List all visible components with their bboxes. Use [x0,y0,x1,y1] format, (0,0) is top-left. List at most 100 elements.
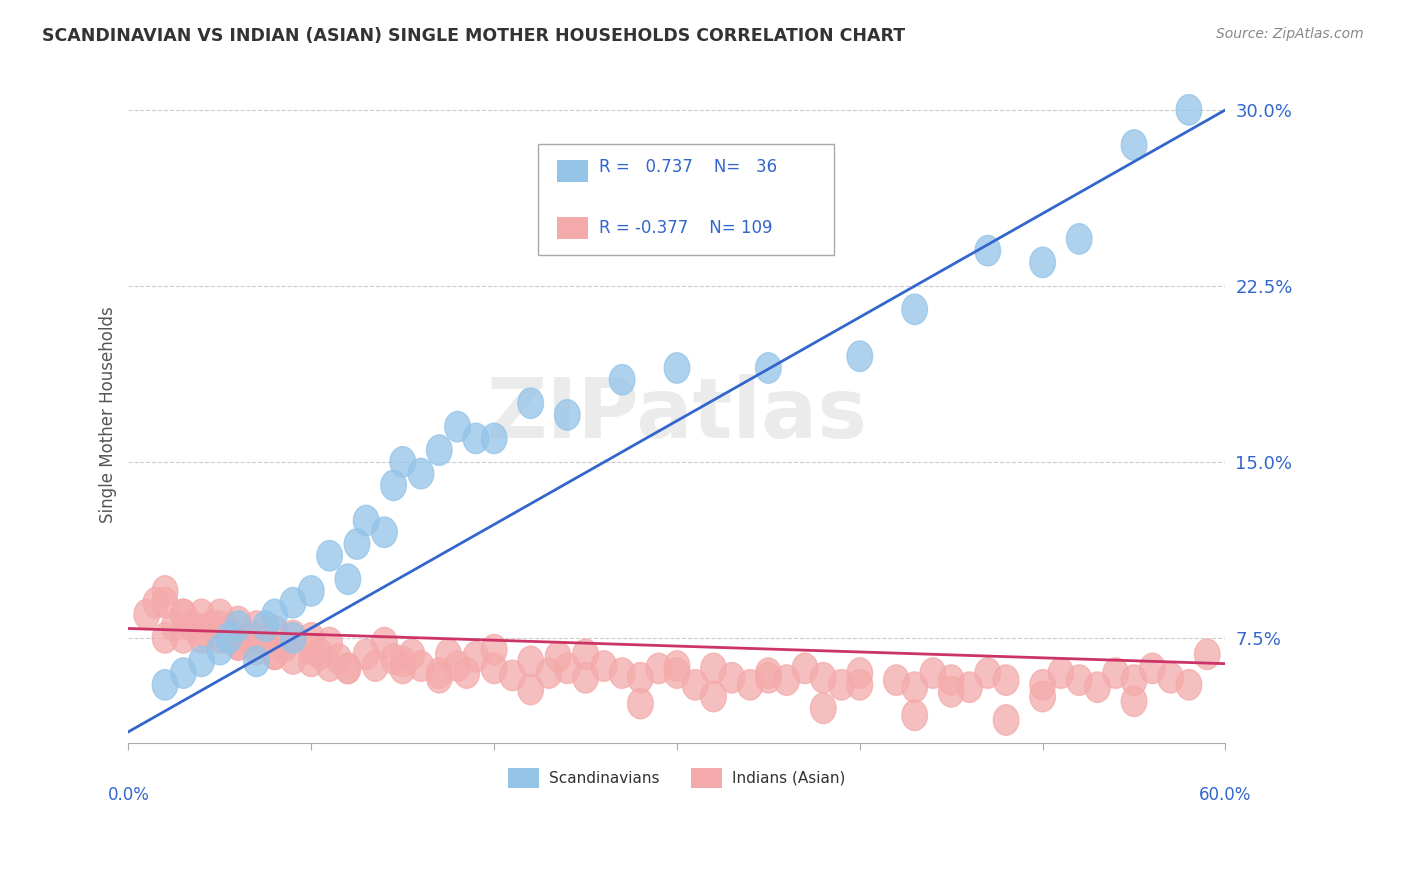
Ellipse shape [1121,129,1147,161]
Ellipse shape [271,632,297,663]
Ellipse shape [262,615,288,646]
Ellipse shape [353,639,380,670]
Ellipse shape [536,657,562,689]
Ellipse shape [572,639,599,670]
Ellipse shape [846,341,873,371]
Ellipse shape [363,651,388,681]
Ellipse shape [207,634,232,665]
Ellipse shape [627,689,654,719]
Ellipse shape [682,670,709,700]
Ellipse shape [298,646,325,677]
Ellipse shape [664,657,690,689]
Ellipse shape [225,630,250,660]
Ellipse shape [170,657,195,689]
Ellipse shape [280,620,307,651]
Ellipse shape [207,623,232,653]
Ellipse shape [298,634,325,665]
Ellipse shape [316,651,343,681]
Ellipse shape [1029,670,1056,700]
Ellipse shape [335,564,361,594]
Ellipse shape [444,411,471,442]
Ellipse shape [773,665,800,696]
Ellipse shape [792,653,818,683]
Ellipse shape [389,646,416,677]
Ellipse shape [718,663,745,693]
Ellipse shape [381,470,406,500]
Ellipse shape [371,517,398,548]
Ellipse shape [1139,653,1166,683]
Ellipse shape [591,651,617,681]
Ellipse shape [217,615,242,646]
Ellipse shape [755,657,782,689]
Ellipse shape [243,646,270,677]
Ellipse shape [810,693,837,723]
Ellipse shape [1102,657,1129,689]
Ellipse shape [463,641,489,672]
Ellipse shape [316,627,343,657]
Text: Source: ZipAtlas.com: Source: ZipAtlas.com [1216,27,1364,41]
Ellipse shape [481,634,508,665]
Ellipse shape [188,646,214,677]
Ellipse shape [1157,663,1184,693]
Ellipse shape [454,657,479,689]
Ellipse shape [298,623,325,653]
Ellipse shape [381,644,406,674]
Ellipse shape [554,653,581,683]
Ellipse shape [371,627,398,657]
Ellipse shape [280,588,307,618]
Ellipse shape [517,646,544,677]
Ellipse shape [920,657,946,689]
Ellipse shape [243,611,270,641]
Text: 0.0%: 0.0% [107,786,149,804]
Ellipse shape [188,615,214,646]
Ellipse shape [243,634,270,665]
Ellipse shape [143,588,169,618]
Ellipse shape [436,639,461,670]
Ellipse shape [463,423,489,454]
Ellipse shape [235,623,260,653]
Ellipse shape [883,665,910,696]
Text: R = -0.377    N= 109: R = -0.377 N= 109 [599,219,772,237]
Y-axis label: Single Mother Households: Single Mother Households [100,307,117,524]
Ellipse shape [170,599,195,630]
Ellipse shape [225,630,250,660]
Ellipse shape [399,639,425,670]
Ellipse shape [217,623,242,653]
Ellipse shape [1084,672,1111,702]
Ellipse shape [846,657,873,689]
Ellipse shape [225,611,250,641]
Ellipse shape [755,352,782,384]
Text: Scandinavians: Scandinavians [548,771,659,786]
Ellipse shape [1175,95,1202,125]
Ellipse shape [974,657,1001,689]
Ellipse shape [645,653,672,683]
Ellipse shape [1029,247,1056,277]
Ellipse shape [134,599,159,630]
Ellipse shape [444,651,471,681]
Ellipse shape [152,588,177,618]
Ellipse shape [344,529,370,559]
Ellipse shape [609,657,636,689]
Ellipse shape [389,653,416,683]
Ellipse shape [308,639,333,670]
Ellipse shape [426,435,453,466]
Ellipse shape [1047,657,1074,689]
Ellipse shape [262,639,288,670]
Ellipse shape [262,639,288,670]
Ellipse shape [253,611,278,641]
Ellipse shape [326,644,352,674]
Ellipse shape [335,653,361,683]
Ellipse shape [499,660,526,690]
Ellipse shape [609,365,636,395]
Ellipse shape [938,677,965,707]
Ellipse shape [225,607,250,637]
Ellipse shape [207,599,232,630]
Ellipse shape [554,400,581,430]
Ellipse shape [481,423,508,454]
Ellipse shape [298,575,325,607]
Ellipse shape [180,611,205,641]
Ellipse shape [1066,224,1092,254]
Ellipse shape [517,674,544,705]
Ellipse shape [1175,670,1202,700]
Ellipse shape [152,575,177,607]
